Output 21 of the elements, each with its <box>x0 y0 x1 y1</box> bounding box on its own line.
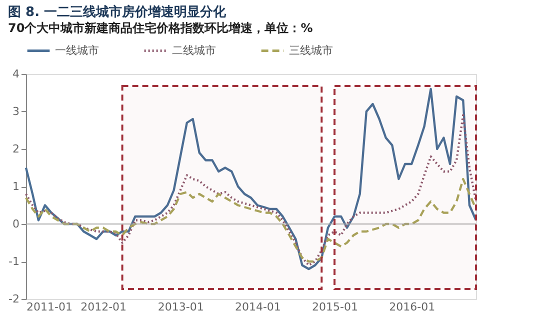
chart-title: 图 8. 一二三线城市房价增速明显分化 <box>8 4 228 20</box>
y-tick-label: -1 <box>8 255 20 268</box>
legend-label: 二线城市 <box>172 44 216 57</box>
x-tick-label: 2016-01 <box>389 300 436 314</box>
line-series <box>24 88 478 270</box>
y-tick-label: 4 <box>12 68 20 80</box>
y-tick-label: 0 <box>12 218 20 230</box>
line-series <box>24 178 478 263</box>
chart-subtitle: 70个大中城市新建商品住宅价格指数环比增速，单位：% <box>8 21 313 35</box>
x-tick-label: 2014-01 <box>234 300 281 314</box>
x-tick-label: 2012-01 <box>80 300 127 314</box>
y-tick-label: 2 <box>12 142 20 156</box>
line-series <box>24 114 478 266</box>
legend-label: 三线城市 <box>289 44 333 57</box>
y-tick-label: -2 <box>8 292 20 306</box>
x-tick-label: 2015-01 <box>312 300 358 314</box>
x-tick-label: 2013-01 <box>158 300 204 314</box>
y-tick-label: 1 <box>12 180 20 193</box>
legend-label: 一线城市 <box>55 44 99 57</box>
x-tick-label: 2011-01 <box>26 300 72 314</box>
y-tick-label: 3 <box>12 105 20 118</box>
